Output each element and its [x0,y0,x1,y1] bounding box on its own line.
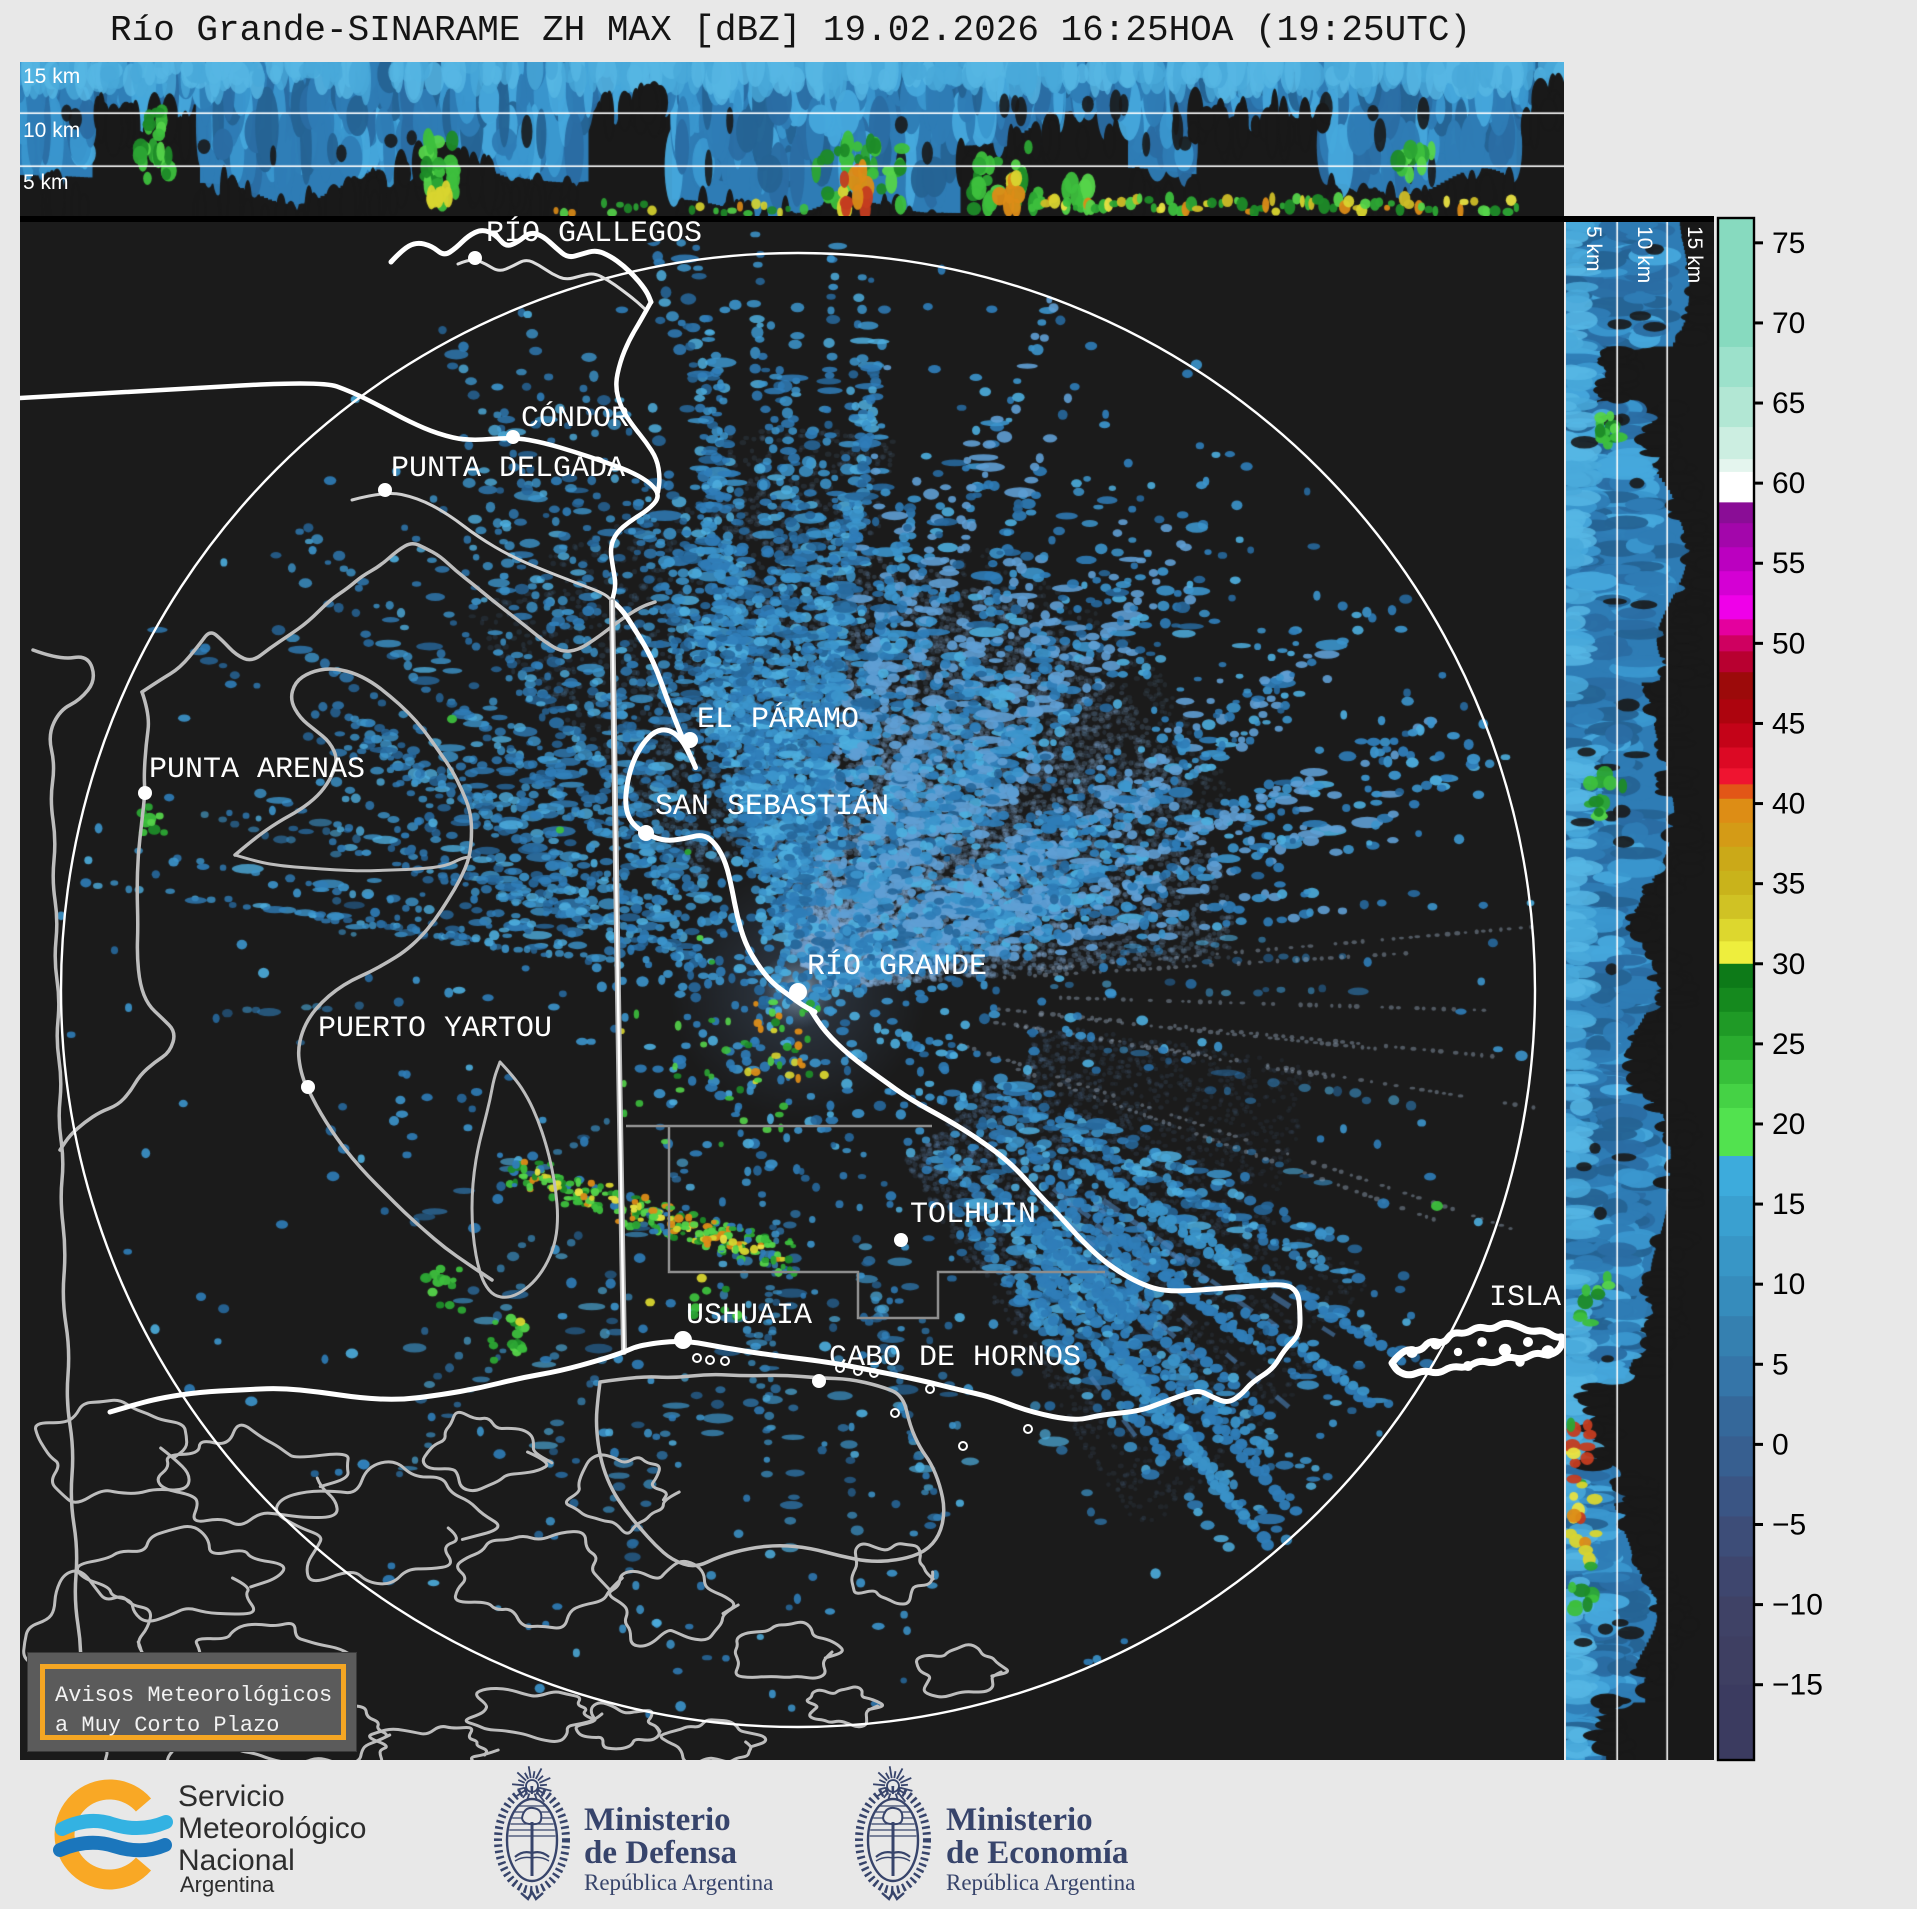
svg-text:35: 35 [1772,868,1805,901]
svg-text:55: 55 [1772,547,1805,580]
svg-text:Meteorológico: Meteorológico [178,1812,366,1845]
svg-text:Argentina: Argentina [180,1872,275,1897]
svg-text:70: 70 [1772,307,1805,340]
svg-text:5: 5 [1772,1348,1789,1381]
svg-text:República Argentina: República Argentina [946,1870,1135,1895]
svg-text:10: 10 [1772,1268,1805,1301]
svg-text:−15: −15 [1772,1669,1823,1702]
svg-text:Nacional: Nacional [178,1844,295,1877]
svg-text:15: 15 [1772,1188,1805,1221]
svg-text:40: 40 [1772,788,1805,821]
svg-text:60: 60 [1772,467,1805,500]
svg-text:30: 30 [1772,948,1805,981]
svg-text:de Economía: de Economía [946,1835,1128,1871]
svg-text:−10: −10 [1772,1589,1823,1622]
svg-text:ISLA D: ISLA D [1489,1281,1597,1315]
svg-text:45: 45 [1772,707,1805,740]
svg-text:Servicio: Servicio [178,1780,285,1813]
svg-text:de Defensa: de Defensa [584,1835,737,1871]
svg-text:75: 75 [1772,227,1805,260]
svg-text:65: 65 [1772,387,1805,420]
svg-text:Ministerio: Ministerio [584,1802,731,1838]
svg-text:50: 50 [1772,627,1805,660]
svg-text:0: 0 [1772,1428,1789,1461]
svg-text:25: 25 [1772,1028,1805,1061]
svg-text:−5: −5 [1772,1508,1806,1541]
svg-text:20: 20 [1772,1108,1805,1141]
svg-text:Ministerio: Ministerio [946,1802,1093,1838]
svg-text:República Argentina: República Argentina [584,1870,773,1895]
